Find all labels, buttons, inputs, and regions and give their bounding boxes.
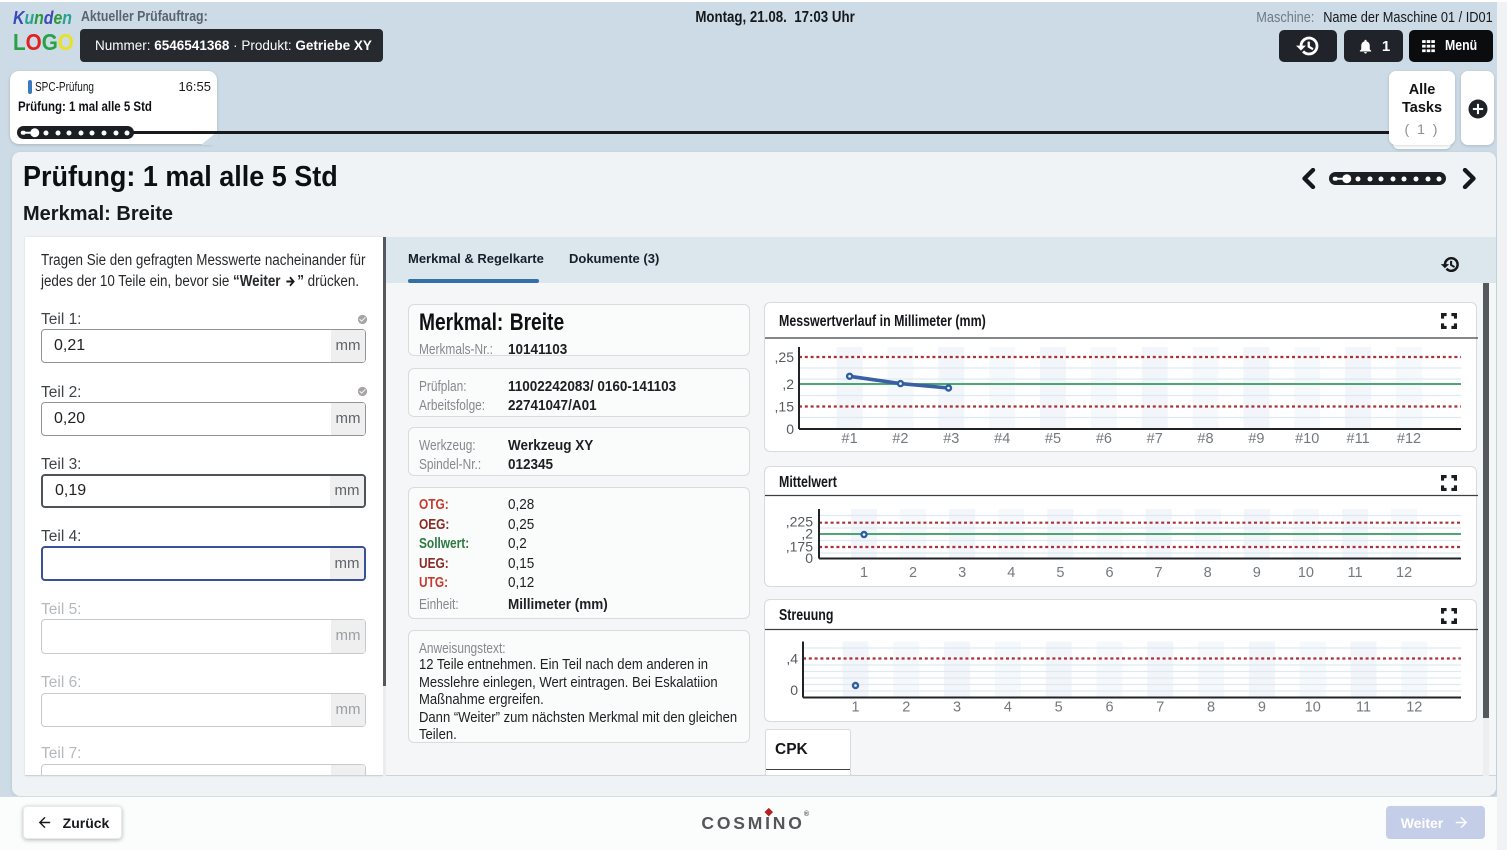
svg-text:0: 0: [786, 421, 794, 437]
svg-text:,2: ,2: [782, 376, 794, 392]
svg-text:1: 1: [851, 699, 859, 715]
svg-text:10: 10: [1305, 699, 1321, 715]
svg-text:7: 7: [1156, 699, 1164, 715]
svg-text:6: 6: [1105, 565, 1113, 581]
svg-text:10: 10: [1298, 565, 1314, 581]
svg-text:3: 3: [953, 699, 961, 715]
svg-text:#7: #7: [1147, 431, 1163, 447]
svg-text:,2: ,2: [801, 526, 813, 542]
svg-text:5: 5: [1055, 699, 1063, 715]
svg-text:#3: #3: [943, 431, 959, 447]
svg-text:#2: #2: [892, 431, 908, 447]
svg-text:0: 0: [805, 550, 813, 566]
svg-text:7: 7: [1155, 565, 1163, 581]
svg-text:8: 8: [1204, 565, 1212, 581]
svg-text:#12: #12: [1397, 431, 1421, 447]
svg-text:1: 1: [860, 565, 868, 581]
svg-text:,15: ,15: [775, 399, 795, 415]
svg-text:#8: #8: [1197, 431, 1213, 447]
svg-text:8: 8: [1207, 699, 1215, 715]
svg-text:0: 0: [790, 682, 798, 698]
svg-text:2: 2: [909, 565, 917, 581]
svg-text:4: 4: [1004, 699, 1012, 715]
svg-text:#11: #11: [1347, 431, 1370, 447]
svg-text:5: 5: [1056, 565, 1064, 581]
svg-text:,175: ,175: [786, 539, 813, 555]
svg-text:,225: ,225: [786, 514, 813, 530]
svg-text:#6: #6: [1096, 431, 1112, 447]
svg-text:2: 2: [902, 699, 910, 715]
svg-text:#1: #1: [842, 431, 858, 447]
svg-text:12: 12: [1396, 565, 1412, 581]
svg-text:,4: ,4: [786, 650, 798, 666]
svg-text:6: 6: [1105, 699, 1113, 715]
svg-text:,25: ,25: [775, 349, 795, 365]
svg-text:3: 3: [958, 565, 966, 581]
svg-text:11: 11: [1347, 565, 1362, 581]
svg-text:4: 4: [1007, 565, 1015, 581]
svg-text:#4: #4: [994, 431, 1010, 447]
svg-text:#9: #9: [1248, 431, 1264, 447]
svg-text:9: 9: [1253, 565, 1261, 581]
svg-text:#5: #5: [1045, 431, 1061, 447]
svg-text:9: 9: [1258, 699, 1266, 715]
svg-text:12: 12: [1406, 699, 1422, 715]
svg-text:#10: #10: [1295, 431, 1319, 447]
svg-text:11: 11: [1356, 699, 1371, 715]
